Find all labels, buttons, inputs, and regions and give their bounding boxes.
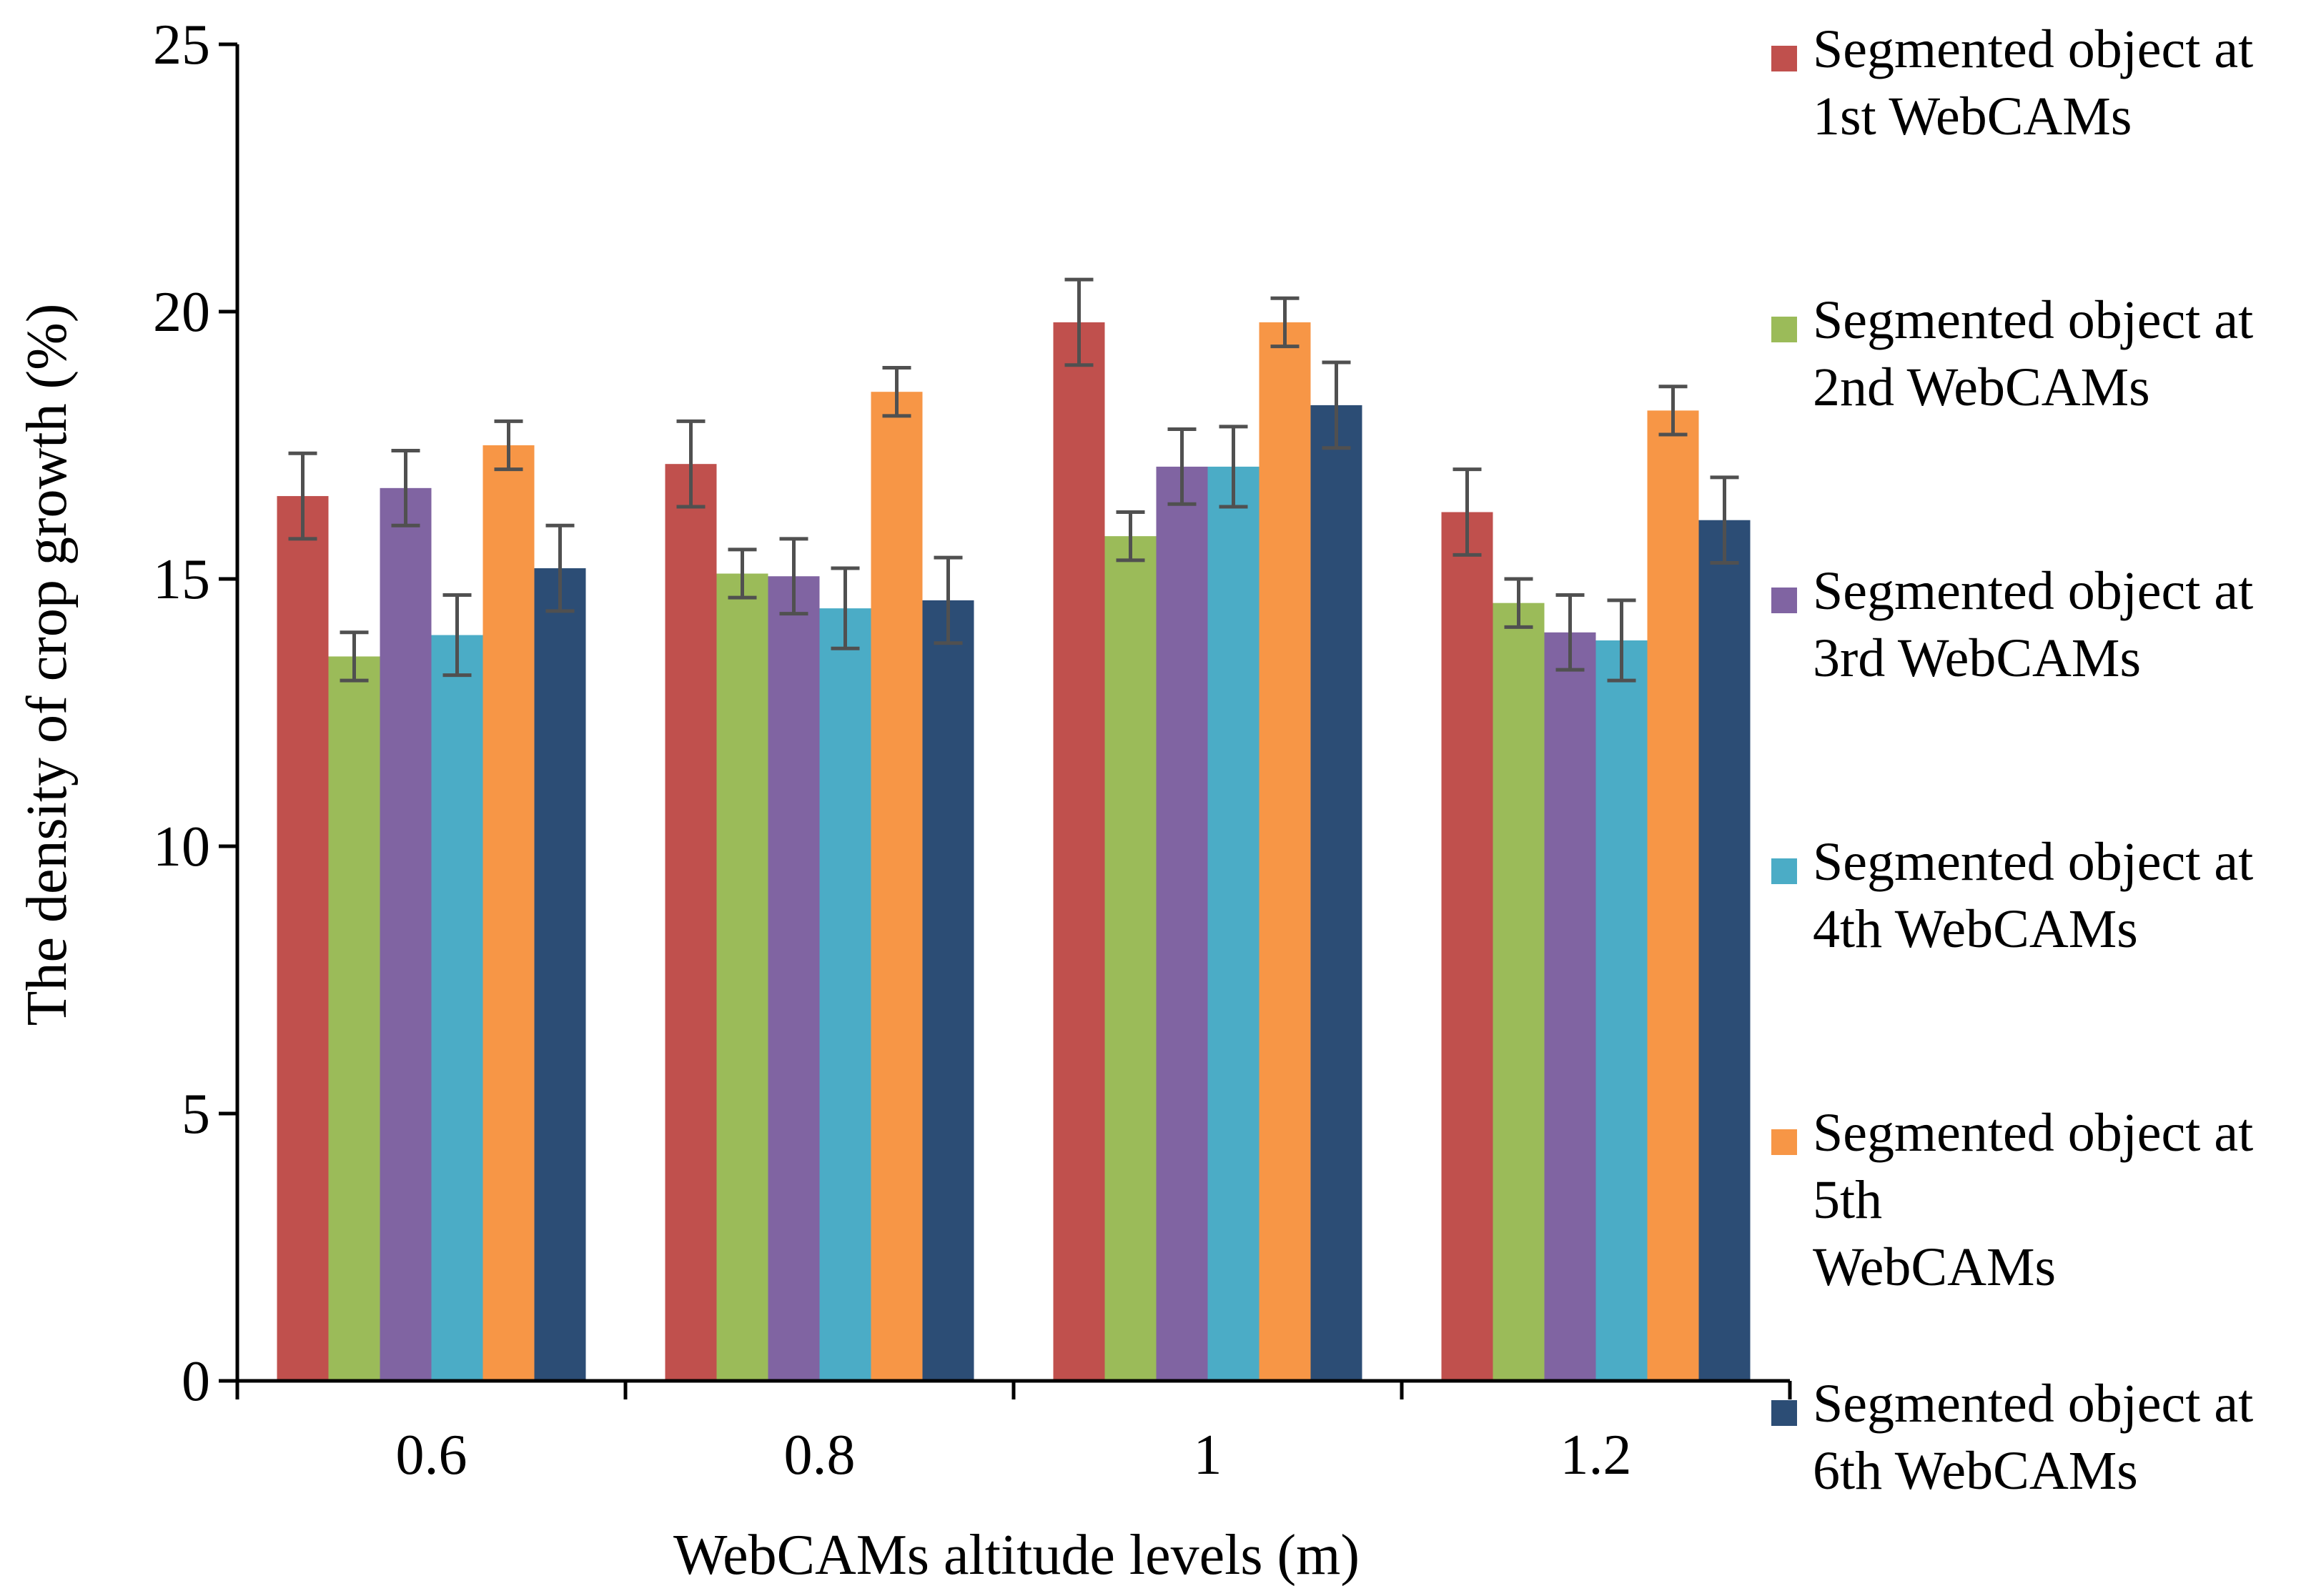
bar-1.2-series-6: [1698, 520, 1751, 1381]
error-bars-layer: [288, 277, 1739, 683]
y-tick-label: 5: [182, 1083, 210, 1146]
error-bar-1-series-6: [1322, 360, 1351, 450]
bar-0.6-series-5: [482, 445, 535, 1381]
bar-1.2-series-4: [1595, 640, 1648, 1381]
legend-label: Segmented object at: [1813, 290, 2253, 350]
x-tick-label: 0.8: [784, 1424, 856, 1487]
bar-1-series-5: [1259, 322, 1311, 1382]
legend-label: Segmented object at: [1813, 832, 2253, 892]
error-bar-0.6-series-5: [494, 419, 523, 472]
error-bar-0.8-series-6: [934, 555, 963, 645]
bar-1-series-6: [1310, 405, 1362, 1381]
legend-label: 6th WebCAMs: [1813, 1441, 2138, 1501]
legend-label: Segmented object at: [1813, 561, 2253, 621]
bar-1-series-4: [1207, 466, 1260, 1382]
legend-item-series-6: Segmented object at 6th WebCAMs: [1771, 1374, 2253, 1501]
y-tick-label: 20: [153, 281, 210, 344]
bar-1-series-3: [1156, 466, 1208, 1382]
error-bar-1-series-1: [1064, 277, 1094, 367]
legend-item-series-5: Segmented object at 5th WebCAMs: [1771, 1103, 2253, 1297]
bar-1.2-series-5: [1647, 410, 1699, 1381]
legend-swatch: [1771, 588, 1797, 613]
legend-label: 4th WebCAMs: [1813, 899, 2138, 959]
bar-0.8-series-6: [922, 600, 974, 1382]
bar-0.6-series-2: [328, 656, 380, 1381]
y-axis-title: The density of crop growth (%): [16, 304, 79, 1026]
error-bar-1-series-2: [1116, 510, 1145, 562]
x-tick-label: 1: [1194, 1424, 1222, 1487]
legend-label: 5th: [1813, 1170, 1882, 1230]
error-bar-1.2-series-3: [1555, 593, 1585, 672]
bars-layer: [277, 322, 1751, 1382]
error-bar-1.2-series-2: [1504, 577, 1533, 629]
error-bar-0.6-series-2: [340, 630, 369, 683]
legend-label: 3rd WebCAMs: [1813, 628, 2141, 688]
bar-1.2-series-3: [1544, 632, 1596, 1381]
axes-layer: [219, 42, 1792, 1399]
bar-0.6-series-6: [534, 568, 586, 1381]
bar-0.8-series-3: [768, 576, 820, 1381]
error-bar-1.2-series-4: [1607, 598, 1636, 683]
error-bar-1-series-3: [1167, 427, 1197, 506]
legend-swatch: [1771, 1400, 1797, 1426]
error-bar-1.2-series-6: [1710, 475, 1739, 565]
legend-item-series-3: Segmented object at 3rd WebCAMs: [1771, 561, 2253, 688]
legend-swatch: [1771, 1129, 1797, 1155]
bar-0.8-series-4: [819, 608, 871, 1381]
error-bar-0.6-series-4: [442, 593, 472, 678]
bar-1.2-series-2: [1493, 603, 1545, 1382]
error-bar-0.8-series-1: [676, 419, 706, 509]
bar-1-series-2: [1104, 536, 1157, 1382]
error-bar-1-series-5: [1270, 296, 1300, 349]
error-bar-0.8-series-5: [882, 366, 911, 418]
error-bar-1-series-4: [1219, 425, 1248, 509]
legend-label: Segmented object at: [1813, 19, 2253, 79]
y-tick-label: 15: [153, 548, 210, 611]
error-bar-0.8-series-4: [831, 566, 860, 650]
y-tick-label: 10: [153, 816, 210, 878]
labels-layer: 0 5 10 15 20 25 0.6 0.8 1 1.2: [153, 14, 1632, 1487]
bar-0.6-series-1: [277, 496, 329, 1381]
legend-swatch: [1771, 858, 1797, 884]
legend-swatch: [1771, 46, 1797, 71]
bar-0.6-series-3: [380, 487, 432, 1381]
bar-0.8-series-1: [665, 464, 717, 1382]
bar-0.8-series-5: [871, 392, 923, 1382]
legend-swatch: [1771, 317, 1797, 342]
legend-label: 2nd WebCAMs: [1813, 357, 2150, 417]
bar-1.2-series-1: [1441, 512, 1493, 1381]
legend-label: 1st WebCAMs: [1813, 86, 2132, 147]
y-tick-label: 0: [182, 1350, 210, 1413]
error-bar-1.2-series-1: [1453, 467, 1482, 557]
legend-item-series-1: Segmented object at 1st WebCAMs: [1771, 19, 2253, 147]
legend-item-series-4: Segmented object at 4th WebCAMs: [1771, 832, 2253, 959]
bar-0.6-series-4: [431, 635, 483, 1381]
legend-label: WebCAMs: [1813, 1237, 2056, 1297]
y-tick-label: 25: [153, 14, 210, 76]
error-bar-0.6-series-6: [545, 523, 575, 613]
legend-label: Segmented object at: [1813, 1103, 2253, 1163]
x-tick-label: 1.2: [1560, 1424, 1632, 1487]
error-bar-0.8-series-2: [728, 547, 757, 600]
error-bar-0.6-series-1: [288, 451, 317, 541]
error-bar-1.2-series-5: [1658, 385, 1688, 437]
legend-label: Segmented object at: [1813, 1374, 2253, 1434]
error-bar-0.8-series-3: [779, 537, 808, 616]
bar-0.8-series-2: [716, 573, 768, 1381]
bar-1-series-1: [1053, 322, 1105, 1382]
legend-item-series-2: Segmented object at 2nd WebCAMs: [1771, 290, 2253, 417]
x-tick-label: 0.6: [396, 1424, 467, 1487]
error-bar-0.6-series-3: [391, 448, 420, 527]
x-axis-title: WebCAMs altitude levels (m): [673, 1524, 1360, 1587]
